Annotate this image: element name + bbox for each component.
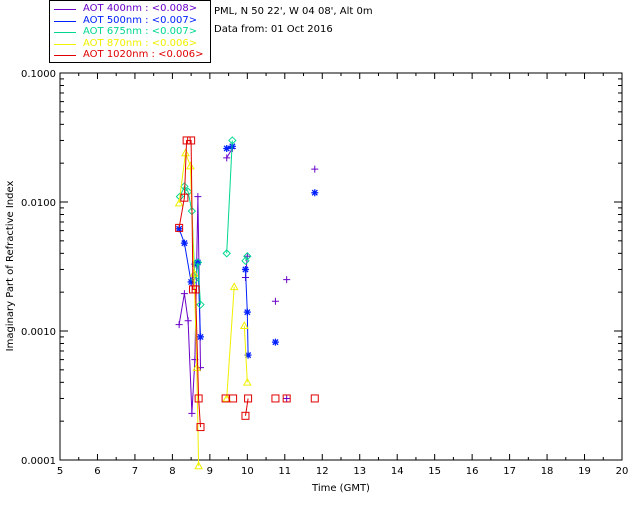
asterisk-marker (175, 225, 183, 233)
plus-marker (188, 409, 196, 417)
plus-marker (283, 276, 291, 284)
square-marker (310, 394, 319, 403)
square-marker (229, 394, 238, 403)
x-tick-label: 18 (541, 466, 554, 477)
x-tick-label: 10 (241, 466, 254, 477)
x-tick-label: 19 (578, 466, 591, 477)
plot-frame (59, 72, 623, 461)
x-tick-label: 20 (616, 466, 629, 477)
series-diamond (175, 136, 252, 309)
triangle-marker (174, 198, 184, 207)
square-marker (175, 223, 184, 232)
triangle-marker (222, 393, 232, 402)
x-tick-label: 7 (132, 466, 138, 477)
x-tick-label: 6 (94, 466, 100, 477)
square-marker (182, 136, 191, 145)
plus-marker (180, 290, 188, 298)
asterisk-marker (241, 265, 249, 273)
triangle-marker (229, 282, 239, 291)
axis-ticks: 5 6 7 8 9 10 11 12 13 14 15 16 17 18 19 20 0.0001 0.0010 0… (21, 69, 628, 477)
asterisk-marker (271, 338, 279, 346)
legend-line-swatch (54, 20, 76, 22)
x-tick-label: 5 (57, 466, 63, 477)
x-tick-label: 17 (503, 466, 516, 477)
legend-label: AOT 400nm : <0.008> (83, 3, 198, 14)
plus-marker (175, 321, 183, 329)
series-line (226, 140, 233, 254)
legend: AOT 400nm : <0.008> AOT 500nm : <0.007> AO… (49, 0, 211, 63)
triangle-marker (186, 161, 195, 170)
x-tick-label: 8 (169, 466, 175, 477)
legend-line-swatch (54, 43, 76, 45)
square-marker (282, 394, 291, 403)
plus-marker (311, 165, 319, 173)
diamond-marker (243, 252, 252, 261)
square-marker (244, 394, 253, 403)
series-line (226, 286, 235, 399)
square-marker (241, 411, 250, 420)
asterisk-marker (187, 278, 195, 286)
square-marker (191, 285, 200, 294)
plus-marker (283, 394, 291, 402)
square-marker (194, 394, 203, 403)
diamond-marker (193, 258, 203, 267)
square-marker (271, 394, 280, 403)
asterisk-marker (180, 239, 188, 247)
y-tick-label: 0.0001 (21, 456, 56, 467)
asterisk-marker (223, 144, 231, 152)
triangle-marker (192, 363, 202, 371)
y-tick-label: 0.1000 (21, 69, 56, 80)
square-marker (196, 423, 205, 432)
y-tick-label: 0.0100 (21, 198, 56, 209)
site-info: PML, N 50 22', W 04 08', Alt 0m (214, 6, 373, 17)
x-tick-label: 15 (428, 466, 441, 477)
series-square (175, 136, 319, 432)
x-tick-label: 16 (466, 466, 479, 477)
y-tick-label: 0.0010 (21, 327, 56, 338)
plus-marker (194, 193, 202, 201)
x-tick-label: 11 (278, 466, 291, 477)
diamond-marker (222, 249, 231, 258)
asterisk-marker (311, 189, 319, 197)
triangle-marker (239, 321, 249, 329)
square-marker (187, 136, 196, 145)
triangle-marker (194, 461, 203, 470)
plus-marker (271, 297, 279, 305)
plus-marker (223, 154, 231, 162)
asterisk-marker (197, 333, 204, 341)
asterisk-marker (191, 260, 199, 268)
plus-marker (184, 317, 192, 325)
asterisk-marker (243, 308, 251, 316)
series-line (245, 398, 249, 416)
legend-line-swatch (54, 32, 76, 34)
x-axis-label: Time (GMT) (311, 483, 370, 494)
x-tick-label: 14 (391, 466, 404, 477)
x-tick-label: 13 (353, 466, 366, 477)
asterisk-marker (244, 351, 252, 359)
triangle-marker (242, 377, 252, 386)
series-group (174, 136, 319, 470)
diamond-marker (196, 300, 205, 309)
legend-label: AOT 500nm : <0.007> (83, 14, 198, 26)
legend-label: AOT 1020nm : <0.006> (83, 49, 204, 61)
x-tick-label: 9 (207, 466, 213, 477)
y-axis-label: Imaginary Part of Refractive Index (5, 181, 16, 352)
square-marker (180, 193, 189, 202)
legend-line-swatch (54, 9, 76, 10)
series-line (243, 325, 248, 383)
legend-label: AOT 870nm : <0.006> (83, 37, 198, 49)
legend-label: AOT 675nm : <0.007> (83, 26, 198, 38)
x-tick-label: 12 (316, 466, 329, 477)
diamond-marker (228, 136, 237, 145)
series-line (178, 140, 201, 428)
date-info: Data from: 01 Oct 2016 (214, 24, 333, 35)
legend-line-swatch (54, 55, 76, 57)
